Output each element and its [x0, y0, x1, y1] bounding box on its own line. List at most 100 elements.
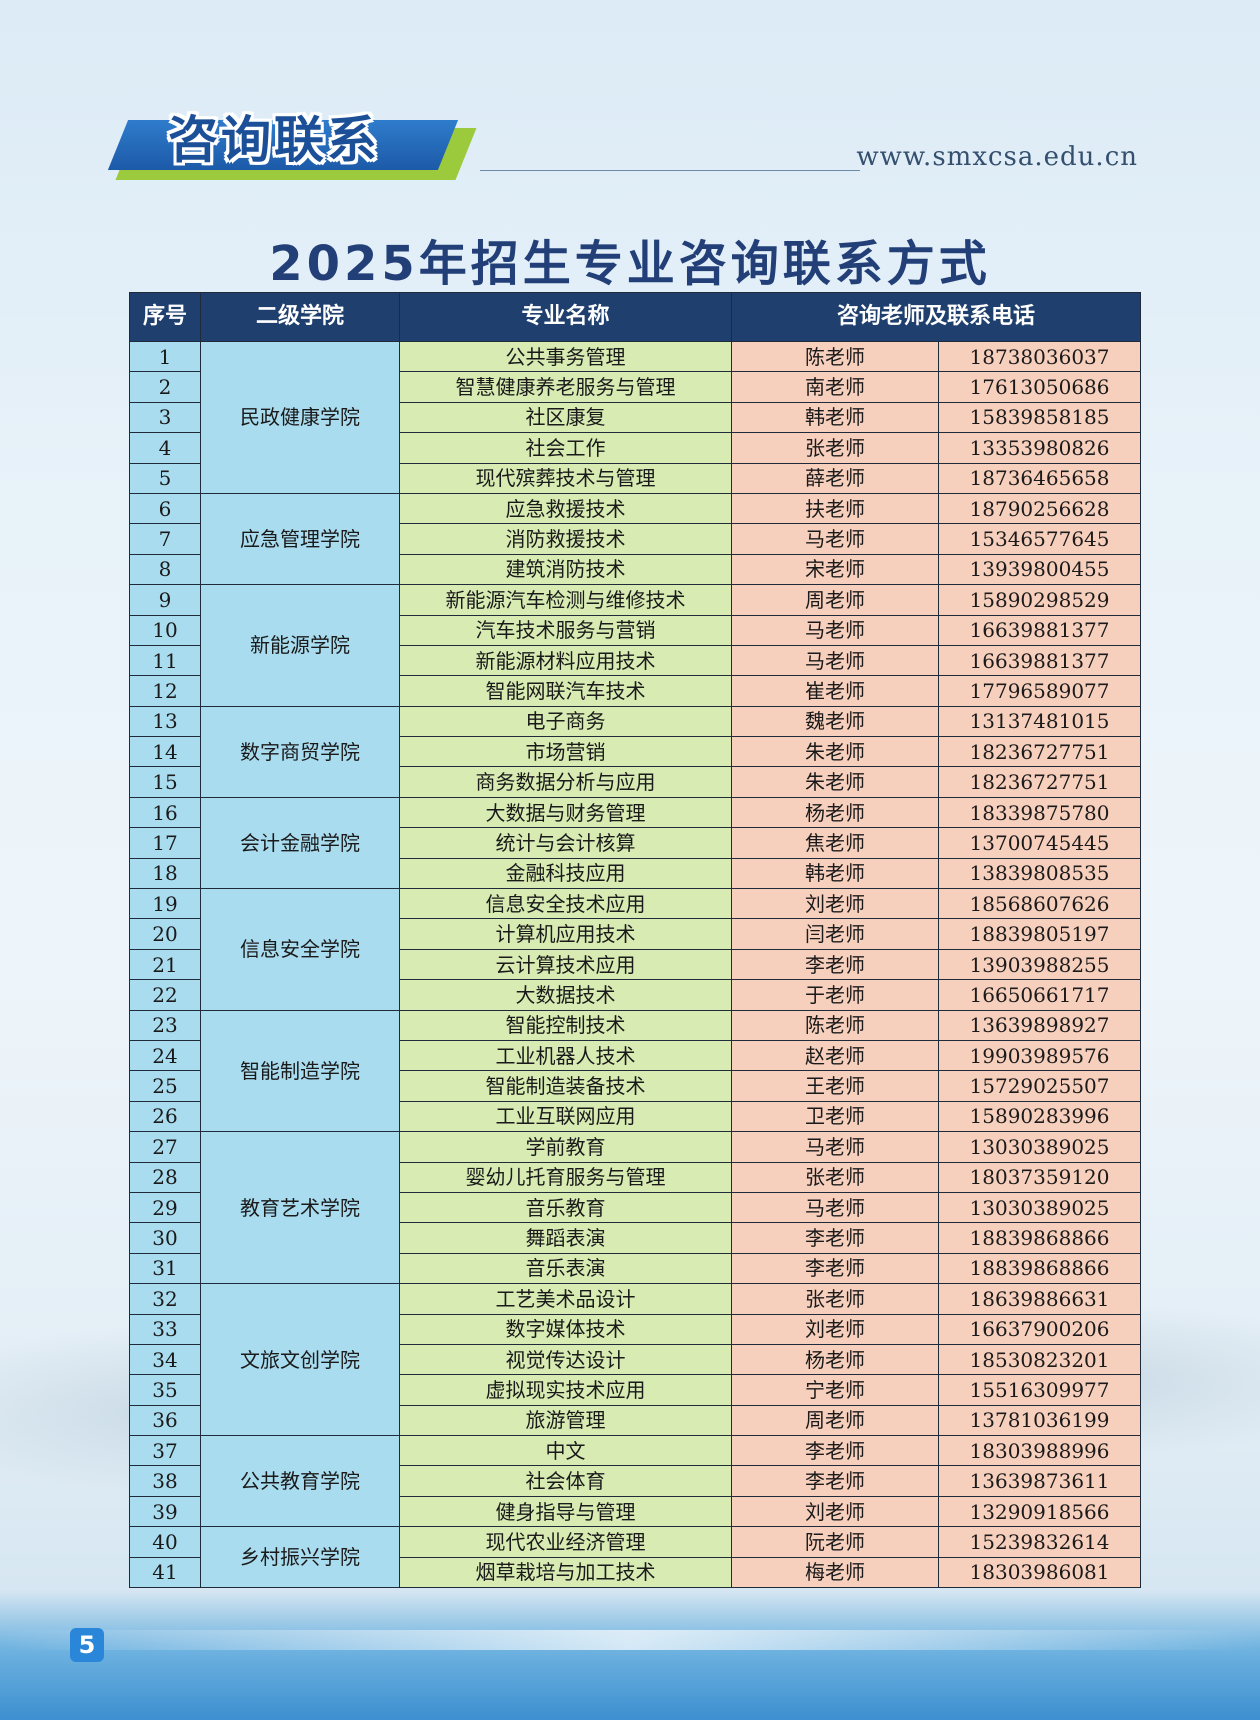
teacher-name: 周老师: [731, 1404, 939, 1437]
major-name: 计算机应用技术: [399, 918, 732, 950]
phone-number: 18568607626: [937, 888, 1142, 920]
teacher-name: 李老师: [731, 1222, 939, 1254]
teacher-name: 阮老师: [731, 1526, 939, 1558]
college-name: 会计金融学院: [200, 796, 400, 890]
major-name: 婴幼儿托育服务与管理: [399, 1161, 732, 1193]
row-number: 5: [129, 462, 201, 494]
phone-number: 13639873611: [937, 1465, 1142, 1497]
teacher-name: 赵老师: [731, 1039, 939, 1072]
table-header-row: 序号 二级学院 专业名称 咨询老师及联系电话: [129, 292, 1142, 342]
major-name: 智能控制技术: [399, 1009, 732, 1041]
phone-number: 15239832614: [937, 1526, 1142, 1558]
table-row: 2 智慧健康养老服务与管理 南老师 17613050686: [129, 371, 1142, 403]
phone-number: 13639898927: [937, 1009, 1142, 1041]
college-name: 信息安全学院: [200, 888, 400, 1011]
major-name: 云计算技术应用: [399, 948, 732, 981]
table-row: 21 云计算技术应用 李老师 13903988255: [129, 948, 1142, 981]
row-number: 23: [129, 1009, 201, 1041]
phone-number: 15729025507: [937, 1070, 1142, 1102]
major-name: 虚拟现实技术应用: [399, 1374, 732, 1406]
phone-number: 16637900206: [937, 1313, 1142, 1345]
major-name: 学前教育: [399, 1131, 732, 1163]
teacher-name: 马老师: [731, 1191, 939, 1224]
row-number: 4: [129, 432, 201, 464]
phone-number: 18839868866: [937, 1252, 1142, 1285]
major-name: 工业机器人技术: [399, 1039, 732, 1072]
section-banner: 咨询联系: [107, 100, 478, 180]
phone-number: 13030389025: [937, 1191, 1142, 1224]
major-name: 商务数据分析与应用: [399, 766, 732, 798]
major-name: 统计与会计核算: [399, 827, 732, 859]
row-number: 14: [129, 736, 201, 768]
table-row: 22 大数据技术 于老师 16650661717: [129, 979, 1142, 1011]
phone-number: 13903988255: [937, 948, 1142, 981]
table-row: 12 智能网联汽车技术 崔老师 17796589077: [129, 675, 1142, 707]
teacher-name: 刘老师: [731, 1495, 939, 1528]
phone-number: 16639881377: [937, 614, 1142, 646]
table-row: 7 消防救援技术 马老师 15346577645: [129, 523, 1142, 555]
teacher-name: 周老师: [731, 584, 939, 616]
major-name: 应急救援技术: [399, 492, 732, 525]
table-body: 1 民政健康学院 公共事务管理 陈老师 18738036037 2 智慧健康养老服务与管理南…: [129, 340, 1142, 1589]
major-name: 电子商务: [399, 705, 732, 738]
row-number: 30: [129, 1222, 201, 1254]
phone-number: 17613050686: [937, 371, 1142, 403]
row-number: 29: [129, 1191, 201, 1224]
phone-number: 13939800455: [937, 553, 1142, 586]
row-number: 34: [129, 1343, 201, 1376]
teacher-name: 韩老师: [731, 857, 939, 890]
phone-number: 18037359120: [937, 1161, 1142, 1193]
college-name: 文旅文创学院: [200, 1283, 400, 1437]
teacher-name: 宁老师: [731, 1374, 939, 1406]
table-row: 34 视觉传达设计 杨老师 18530823201: [129, 1343, 1142, 1376]
bottom-water-decoration: [0, 1590, 1260, 1720]
major-name: 社会工作: [399, 432, 732, 464]
teacher-name: 王老师: [731, 1070, 939, 1102]
teacher-name: 马老师: [731, 644, 939, 677]
teacher-name: 杨老师: [731, 1343, 939, 1376]
table-row: 26 工业互联网应用 卫老师 15890283996: [129, 1100, 1142, 1133]
row-number: 26: [129, 1100, 201, 1133]
row-number: 35: [129, 1374, 201, 1406]
major-name: 现代农业经济管理: [399, 1526, 732, 1558]
table-row: 3 社区康复 韩老师 15839858185: [129, 401, 1142, 434]
table-row: 4 社会工作 张老师 13353980826: [129, 432, 1142, 464]
major-name: 智慧健康养老服务与管理: [399, 371, 732, 403]
major-name: 消防救援技术: [399, 523, 732, 555]
major-name: 视觉传达设计: [399, 1343, 732, 1376]
table-row: 28 婴幼儿托育服务与管理 张老师 18037359120: [129, 1161, 1142, 1193]
table-row: 5 现代殡葬技术与管理 薛老师 18736465658: [129, 462, 1142, 494]
phone-number: 15890283996: [937, 1100, 1142, 1133]
teacher-name: 于老师: [731, 979, 939, 1011]
phone-number: 15346577645: [937, 523, 1142, 555]
major-name: 市场营销: [399, 736, 732, 768]
row-number: 9: [129, 584, 201, 616]
teacher-name: 马老师: [731, 523, 939, 555]
teacher-name: 马老师: [731, 1131, 939, 1163]
major-name: 舞蹈表演: [399, 1222, 732, 1254]
major-name: 新能源材料应用技术: [399, 644, 732, 677]
header-no: 序号: [129, 292, 201, 342]
row-number: 17: [129, 827, 201, 859]
college-name: 智能制造学院: [200, 1009, 400, 1133]
row-number: 7: [129, 523, 201, 555]
teacher-name: 朱老师: [731, 766, 939, 798]
teacher-name: 焦老师: [731, 827, 939, 859]
header-major: 专业名称: [399, 292, 732, 342]
row-number: 33: [129, 1313, 201, 1345]
teacher-name: 宋老师: [731, 553, 939, 586]
row-number: 19: [129, 888, 201, 920]
major-name: 建筑消防技术: [399, 553, 732, 586]
table-row: 13 数字商贸学院 电子商务 魏老师 13137481015: [129, 705, 1142, 798]
row-number: 11: [129, 644, 201, 677]
major-name: 旅游管理: [399, 1404, 732, 1437]
table-row: 10 汽车技术服务与营销 马老师 16639881377: [129, 614, 1142, 646]
teacher-name: 卫老师: [731, 1100, 939, 1133]
table-row: 38 社会体育 李老师 13639873611: [129, 1465, 1142, 1497]
contact-table: 序号 二级学院 专业名称 咨询老师及联系电话 1 民政健康学院 公共事务管理 陈老师 1…: [129, 292, 1142, 1589]
row-number: 32: [129, 1283, 201, 1315]
teacher-name: 刘老师: [731, 1313, 939, 1345]
row-number: 27: [129, 1131, 201, 1163]
major-name: 中文: [399, 1435, 732, 1467]
major-name: 音乐表演: [399, 1252, 732, 1285]
